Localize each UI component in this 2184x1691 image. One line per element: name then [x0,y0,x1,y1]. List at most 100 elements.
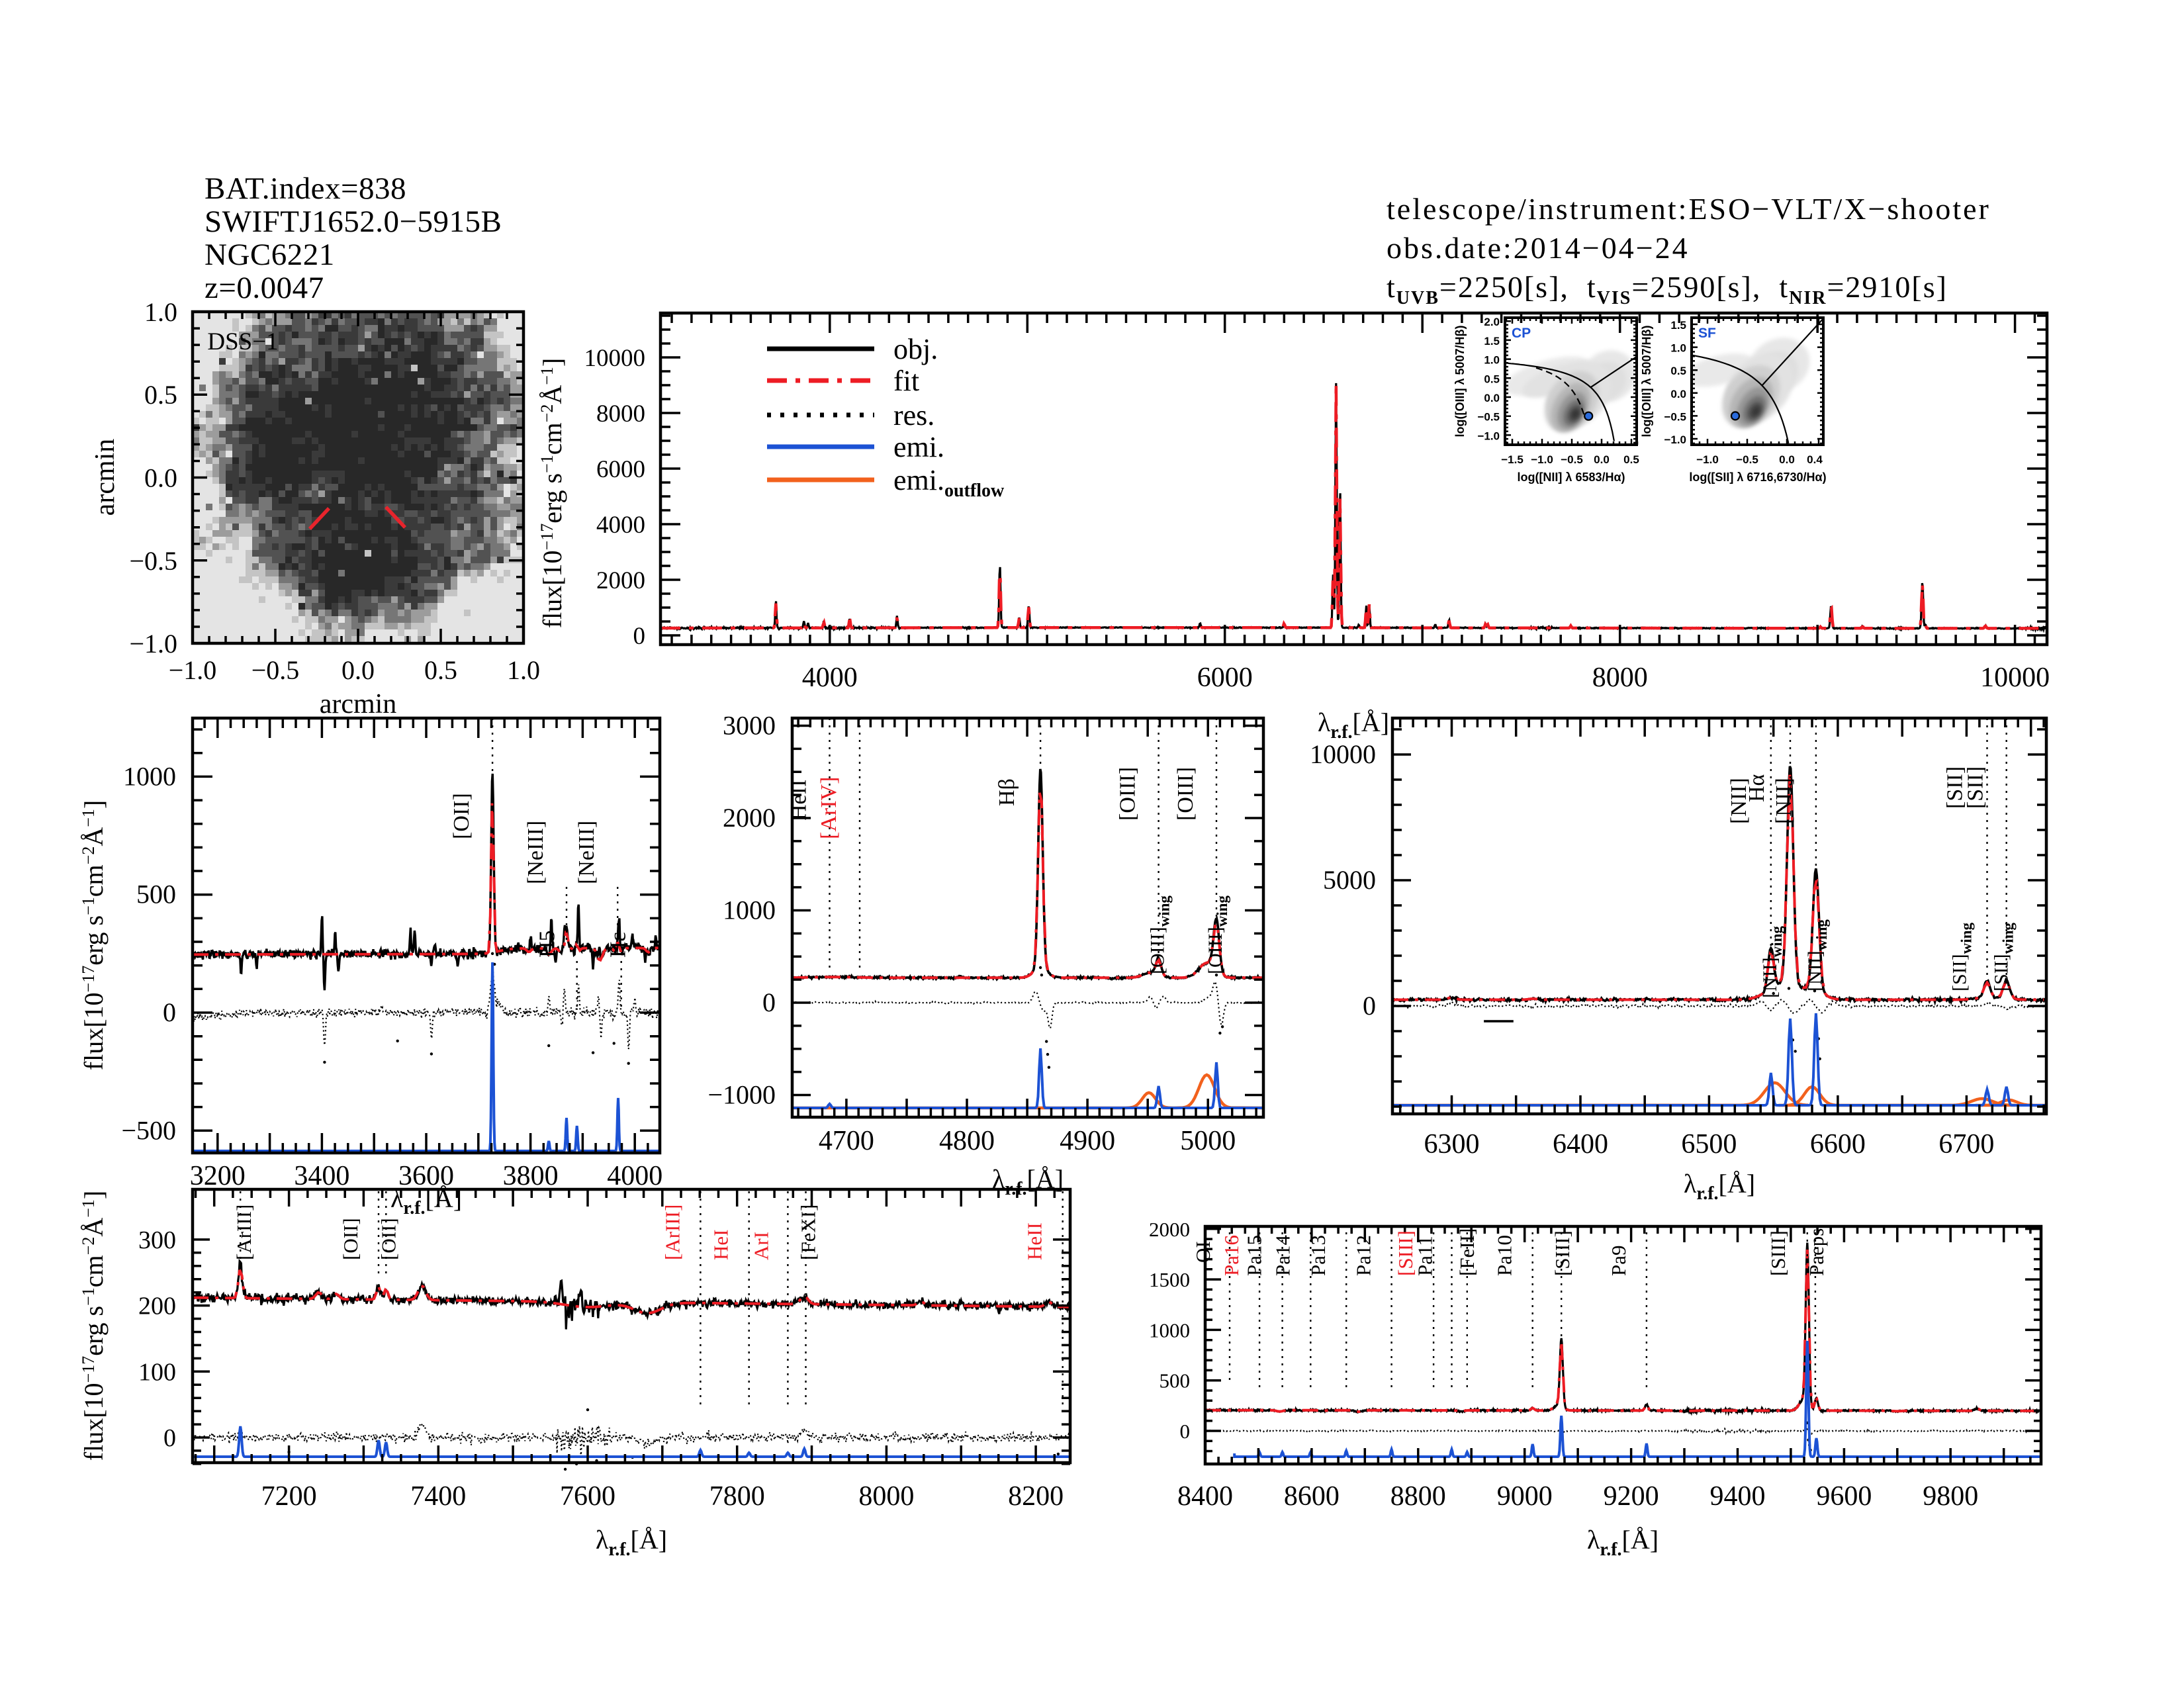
svg-text:8000: 8000 [1592,663,1648,693]
svg-text:−1.0: −1.0 [1477,430,1500,442]
svg-text:HeI: HeI [709,1230,733,1260]
svg-text:1.5: 1.5 [1670,319,1686,332]
svg-text:−500: −500 [121,1115,176,1145]
svg-text:2000: 2000 [1149,1218,1190,1241]
svg-text:7600: 7600 [560,1481,615,1512]
svg-text:1.0: 1.0 [1484,354,1500,367]
svg-text:9200: 9200 [1604,1481,1659,1512]
svg-text:Pa9: Pa9 [1607,1246,1630,1277]
svg-text:100: 100 [138,1358,176,1386]
svg-text:9000: 9000 [1497,1481,1553,1512]
svg-text:0.0: 0.0 [341,655,375,685]
svg-text:−1.5: −1.5 [1501,453,1524,466]
svg-text:4000: 4000 [607,1161,662,1191]
svg-text:1000: 1000 [123,761,176,791]
svg-text:tUVB​=2250[s], tVIS​=2590[s],: tUVB​=2250[s], tVIS​=2590[s], tNIR​=2910… [1387,270,1948,308]
svg-text:[NII]wing: [NII]wing [1759,926,1785,998]
svg-text:−1.0: −1.0 [1696,453,1719,466]
svg-text:[ArIII]: [ArIII] [660,1205,684,1260]
svg-text:2000: 2000 [596,567,645,594]
svg-text:OI: OI [1191,1241,1214,1263]
svg-text:ArI: ArI [749,1232,772,1260]
svg-text:λr.f.[Å]: λr.f.[Å] [1587,1525,1659,1560]
svg-text:−0.5: −0.5 [129,546,177,576]
svg-text:−1.0: −1.0 [1664,434,1686,446]
svg-text:telescope/instrument:ESO−VLT/X: telescope/instrument:ESO−VLT/X−shooter [1387,192,1991,226]
svg-text:3400: 3400 [294,1161,349,1191]
svg-text:λr.f.[Å]: λr.f.[Å] [1318,708,1389,743]
svg-text:λr.f.[Å]: λr.f.[Å] [596,1525,667,1560]
svg-text:1.0: 1.0 [1670,342,1686,355]
svg-text:10000: 10000 [1980,663,2050,693]
svg-text:0.0: 0.0 [1484,392,1500,404]
svg-text:[SIII]: [SIII] [1766,1230,1790,1276]
svg-text:−1.0: −1.0 [1531,453,1553,466]
svg-text:4000: 4000 [802,663,858,693]
svg-text:[OII]: [OII] [449,793,474,839]
svg-text:log([SII] λ 6716,6730/Hα): log([SII] λ 6716,6730/Hα) [1689,471,1826,484]
svg-text:3200: 3200 [190,1161,246,1191]
svg-text:DSS−1: DSS−1 [207,328,278,355]
svg-text:500: 500 [1160,1369,1191,1393]
svg-text:5000: 5000 [1180,1126,1236,1156]
svg-text:obj.: obj. [893,333,938,365]
svg-text:0.5: 0.5 [1670,365,1686,377]
svg-text:Pa10: Pa10 [1493,1235,1516,1276]
svg-text:HeII: HeII [1023,1222,1046,1260]
svg-text:Hα: Hα [1745,774,1769,802]
svg-text:8000: 8000 [596,400,645,428]
svg-text:8400: 8400 [1177,1481,1233,1512]
svg-text:300: 300 [138,1226,176,1254]
svg-text:0: 0 [163,997,176,1027]
svg-text:Hβ: Hβ [995,778,1019,806]
svg-text:Paeps: Paeps [1805,1228,1828,1276]
svg-text:−1000: −1000 [707,1080,776,1110]
svg-text:0.0: 0.0 [1670,388,1686,400]
svg-text:5000: 5000 [1323,865,1376,895]
svg-text:4000: 4000 [596,512,645,539]
svg-text:Hε: Hε [606,932,631,958]
svg-text:arcmin: arcmin [320,689,397,719]
svg-text:[ArIV]: [ArIV] [817,777,841,839]
svg-text:arcmin: arcmin [90,439,120,516]
svg-text:[OIII]: [OIII] [1116,767,1140,821]
svg-text:[NeIII]: [NeIII] [523,821,548,884]
svg-text:[SII]: [SII] [1964,766,1988,809]
svg-text:[SIII]: [SIII] [1551,1230,1574,1276]
svg-text:1.0: 1.0 [144,297,177,327]
svg-text:−1.0: −1.0 [129,629,177,659]
svg-text:emi.: emi. [893,431,944,463]
svg-text:0.0: 0.0 [1594,453,1610,466]
svg-text:Pa11: Pa11 [1414,1236,1437,1276]
svg-text:res.: res. [893,399,934,432]
svg-text:flux[10−17​erg s−1​cm−2​Å−1​]: flux[10−17​erg s−1​cm−2​Å−1​] [537,358,567,628]
svg-text:0.0: 0.0 [1779,453,1795,466]
svg-text:0: 0 [762,987,776,1017]
svg-text:3800: 3800 [503,1161,559,1191]
svg-text:SWIFTJ1652.0−5915B: SWIFTJ1652.0−5915B [205,205,502,239]
svg-text:4900: 4900 [1060,1126,1115,1156]
svg-text:1.5: 1.5 [1484,335,1500,347]
svg-text:NGC6221: NGC6221 [205,238,335,272]
svg-text:0.5: 0.5 [1484,373,1500,385]
svg-text:H5: H5 [535,930,560,958]
svg-text:9800: 9800 [1923,1481,1978,1512]
svg-text:3600: 3600 [398,1161,454,1191]
svg-text:−0.5: −0.5 [1561,453,1583,466]
svg-text:[ArIII]: [ArIII] [232,1205,255,1260]
svg-text:1.0: 1.0 [507,655,540,685]
svg-text:log([OIII] λ 5007/Hβ): log([OIII] λ 5007/Hβ) [1453,325,1467,437]
svg-text:−0.5: −0.5 [1736,453,1758,466]
svg-text:[OII]: [OII] [339,1218,362,1260]
svg-text:0.5: 0.5 [1623,453,1639,466]
svg-text:7400: 7400 [410,1481,466,1512]
svg-text:log([NII] λ 6583/Hα): log([NII] λ 6583/Hα) [1517,471,1625,484]
svg-text:[FeXI]: [FeXI] [797,1205,820,1260]
svg-text:1000: 1000 [1149,1318,1190,1342]
svg-text:[OIII]: [OIII] [1173,767,1198,821]
svg-text:6500: 6500 [1681,1129,1737,1160]
svg-text:BAT.index=838: BAT.index=838 [205,171,406,206]
svg-text:6600: 6600 [1810,1129,1866,1160]
svg-text:[SIII]: [SIII] [1394,1230,1417,1276]
svg-text:[NeIII]: [NeIII] [574,821,599,884]
